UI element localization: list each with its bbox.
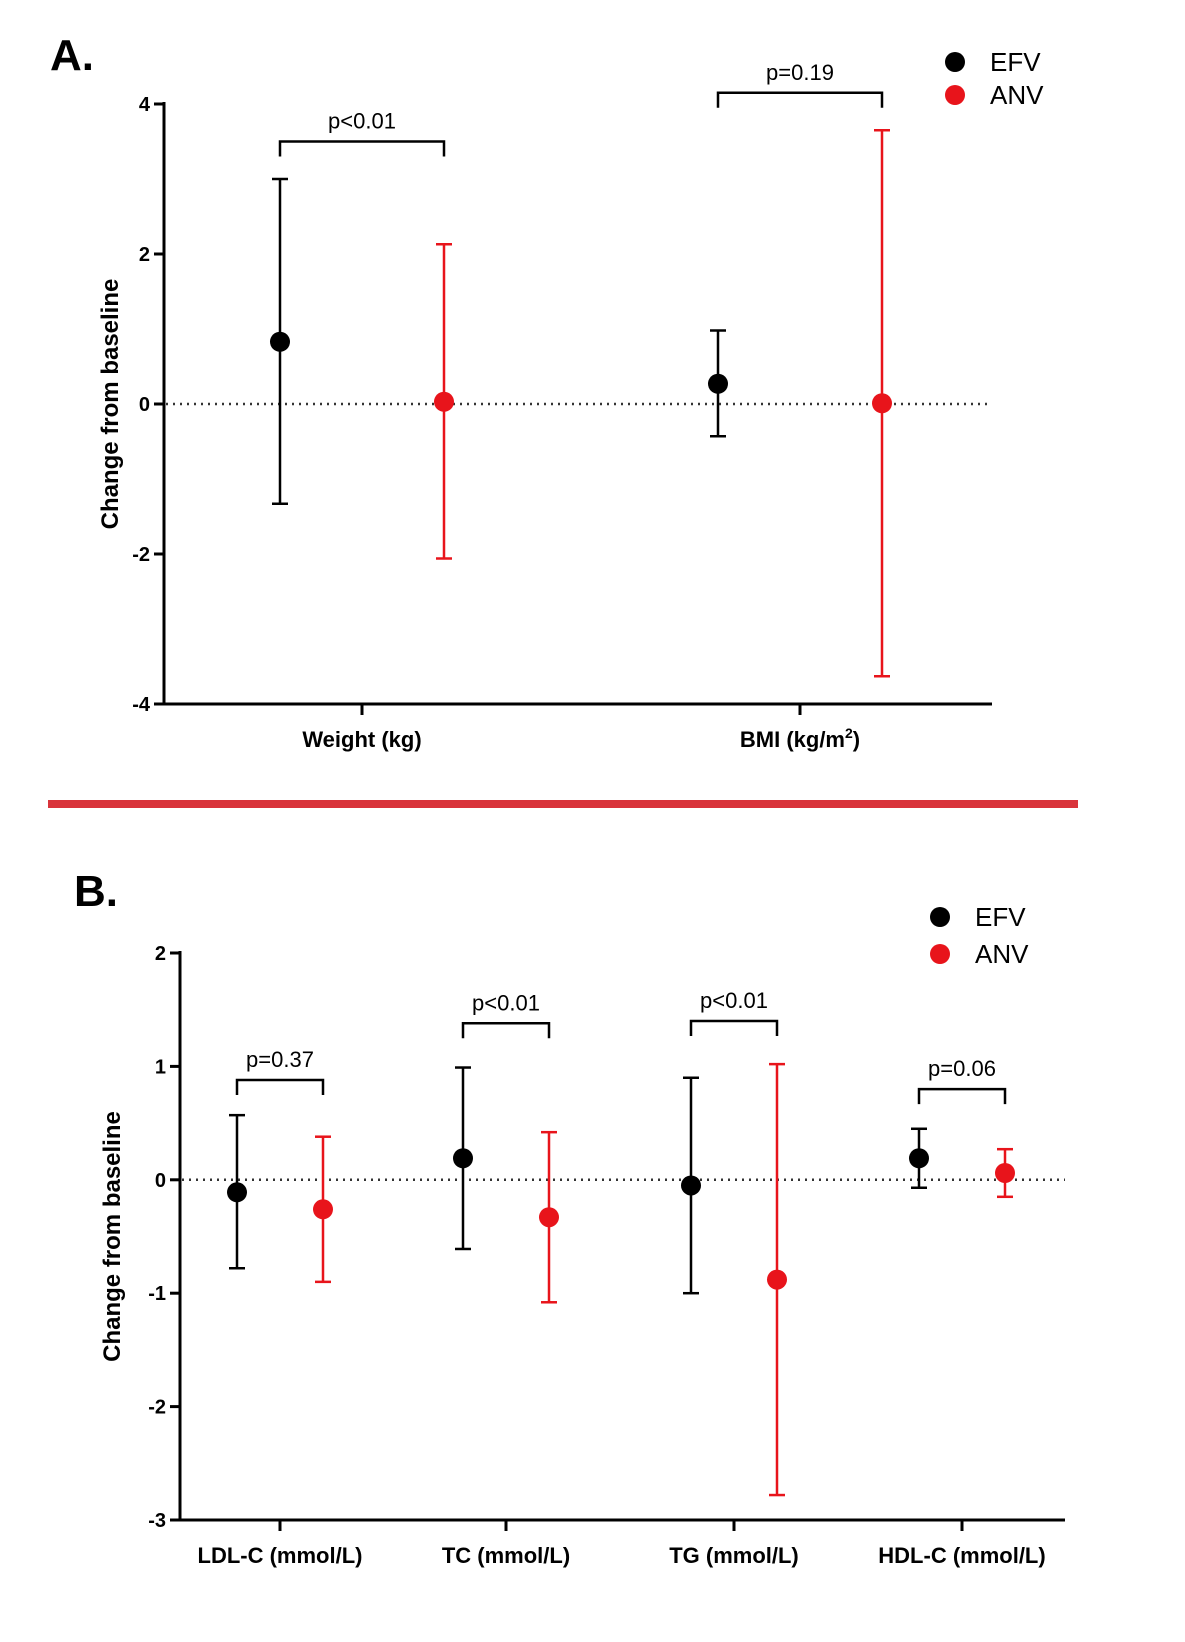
y-tick-label: -2	[132, 544, 150, 566]
x-tick-label: BMI (kg/m2)	[740, 725, 860, 752]
p-value-label: p=0.19	[766, 60, 834, 85]
data-point-efv	[270, 331, 290, 352]
significance-bracket	[235, 1078, 325, 1096]
panel-label: B.	[74, 867, 118, 916]
p-value-label: p=0.06	[928, 1056, 996, 1081]
legend-marker-anv	[930, 944, 950, 964]
significance-bracket	[917, 1087, 1007, 1105]
legend-label-anv: ANV	[990, 80, 1044, 110]
p-value-label: p=0.37	[246, 1047, 314, 1072]
data-point-anv	[434, 391, 454, 412]
panel-a: A. Change from baseline 4 2 0 -2 -4 Weight (kg)…	[50, 31, 1044, 752]
significance-bracket	[716, 91, 884, 108]
data-point-efv	[227, 1182, 247, 1203]
p-value-label: p<0.01	[472, 990, 540, 1015]
legend-marker-efv	[930, 907, 950, 927]
data-point-efv	[909, 1148, 929, 1169]
data-point-efv	[681, 1175, 701, 1196]
data-point-anv	[313, 1199, 333, 1220]
data-point-anv	[872, 393, 892, 414]
x-tick-label: LDL-C (mmol/L)	[198, 1543, 363, 1568]
significance-bracket	[278, 140, 446, 157]
panel-divider	[48, 800, 1078, 808]
p-value-label: p<0.01	[328, 109, 396, 134]
legend-label-anv: ANV	[975, 939, 1029, 969]
legend-label-efv: EFV	[990, 47, 1041, 77]
y-tick-label: 0	[139, 394, 150, 416]
y-tick-label: 1	[155, 1056, 166, 1078]
y-axis-label: Change from baseline	[99, 1111, 126, 1362]
y-tick-label: 0	[155, 1170, 166, 1192]
y-axis-label: Change from baseline	[97, 279, 124, 530]
significance-bracket	[689, 1019, 779, 1037]
x-tick-label: TC (mmol/L)	[442, 1543, 570, 1568]
x-tick-label: HDL-C (mmol/L)	[878, 1543, 1045, 1568]
legend-marker-efv	[945, 52, 965, 72]
x-tick-label: TG (mmol/L)	[669, 1543, 799, 1568]
panel-label: A.	[50, 31, 94, 80]
y-tick-label: -1	[148, 1283, 166, 1305]
x-tick-label: Weight (kg)	[302, 727, 421, 752]
data-point-anv	[995, 1162, 1015, 1183]
y-tick-label: -2	[148, 1397, 166, 1419]
y-tick-label: 2	[155, 943, 166, 965]
data-point-efv	[708, 373, 728, 394]
data-point-anv	[539, 1207, 559, 1228]
legend-label-efv: EFV	[975, 902, 1026, 932]
y-tick-label: 4	[139, 94, 151, 116]
y-tick-label: 2	[139, 244, 150, 266]
y-tick-label: -4	[132, 694, 151, 716]
data-point-efv	[453, 1148, 473, 1169]
p-value-label: p<0.01	[700, 988, 768, 1013]
significance-bracket	[461, 1022, 551, 1039]
panel-b: B. Change from baseline 2 1 0 -1 -2 -3 LDL-C (mm…	[74, 867, 1065, 1568]
legend-marker-anv	[945, 85, 965, 105]
y-tick-label: -3	[148, 1510, 166, 1532]
data-point-anv	[767, 1269, 787, 1290]
